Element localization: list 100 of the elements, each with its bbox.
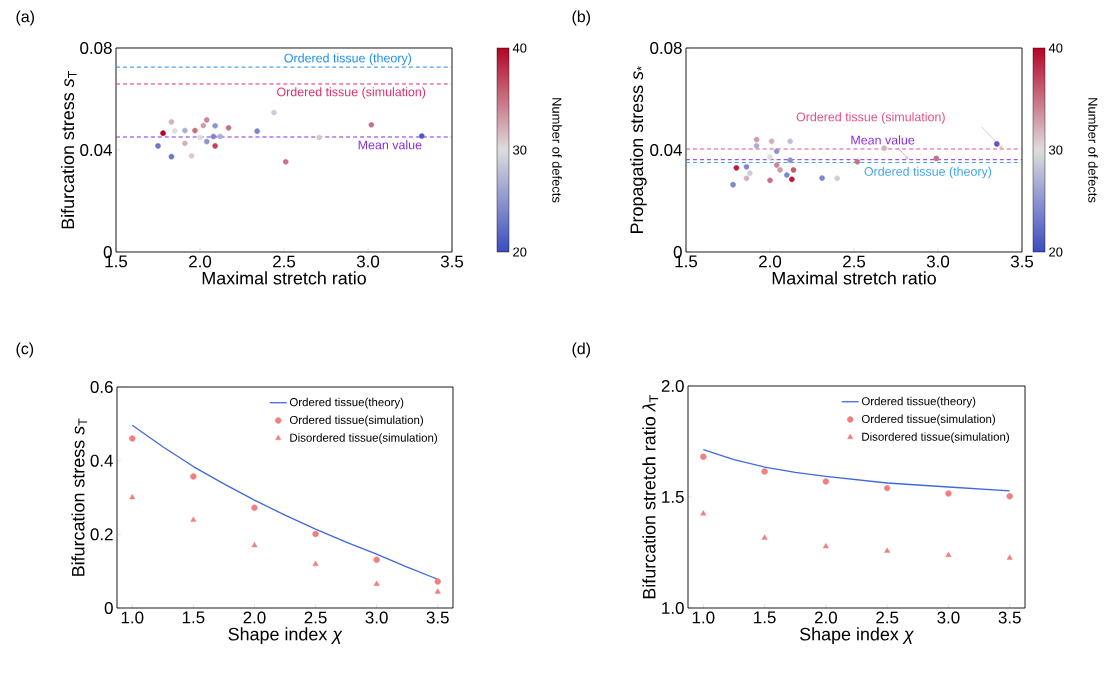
- y-axis-title: Bifurcation stress s$_{T}$: [71, 418, 88, 576]
- point: [434, 588, 441, 594]
- x-tick-label: 3.5: [998, 611, 1021, 624]
- point: [789, 176, 795, 183]
- color-bar-title: Number of defects: [1088, 98, 1098, 203]
- x-tick-label: 1.5: [754, 611, 776, 624]
- point: [883, 484, 891, 492]
- ref-line-label: Ordered tissue (simulation): [796, 112, 945, 124]
- ref-line-label: Ordered tissue (simulation): [277, 87, 426, 99]
- point: [881, 145, 888, 151]
- point: [373, 580, 380, 586]
- y-tick-label: 1.5: [662, 491, 684, 503]
- point: [168, 119, 175, 125]
- x-tick-label: 2.0: [243, 611, 266, 624]
- point: [212, 122, 218, 129]
- point: [192, 127, 198, 134]
- point: [945, 490, 952, 497]
- point: [160, 130, 166, 136]
- legend-label: Ordered tissue(simulation): [861, 414, 995, 426]
- color-bar-label: 40: [512, 43, 527, 53]
- x-axis-title: Maximal stretch ratio: [772, 271, 936, 285]
- chart-title: (c): [16, 342, 34, 358]
- ref-line-label: Mean value: [358, 140, 422, 150]
- point: [188, 153, 195, 159]
- y-tick-label: 0.08: [650, 42, 682, 54]
- point: [418, 133, 425, 139]
- y-axis-title: Bifurcation stretch ratio λ$_{T}$: [642, 395, 659, 599]
- x-tick-label: 3.0: [356, 255, 380, 268]
- x-tick-label: 2.0: [814, 611, 837, 624]
- y-tick-label: 1.0: [662, 602, 684, 614]
- x-axis-title: Shape index χ: [228, 627, 343, 645]
- chart-title: (a): [16, 10, 34, 26]
- legend-label: Disordered tissue(simulation): [290, 433, 437, 445]
- point: [312, 530, 319, 538]
- point: [753, 136, 760, 143]
- point: [190, 473, 197, 480]
- x-tick-label: 2.0: [189, 255, 212, 268]
- point: [182, 127, 188, 134]
- x-tick-label: 3.5: [1010, 255, 1034, 268]
- color-bar-label: 30: [1049, 145, 1063, 155]
- point: [854, 158, 861, 165]
- ref-line-label: Mean value: [851, 135, 915, 145]
- point: [743, 175, 750, 182]
- point: [773, 162, 780, 168]
- point: [225, 125, 232, 131]
- y-tick-label: 0.2: [90, 528, 113, 541]
- x-tick-label: 3.0: [926, 255, 950, 268]
- point: [819, 175, 825, 181]
- x-tick-label: 2.5: [304, 611, 327, 624]
- point: [312, 560, 319, 566]
- point: [190, 516, 197, 522]
- legend-label: Ordered tissue(theory): [289, 397, 404, 409]
- y-tick-label: 0.6: [90, 381, 113, 393]
- legend-label: Ordered tissue(theory): [861, 396, 976, 408]
- x-tick-label: 3.5: [426, 611, 449, 624]
- color-bar-title: Number of defects: [552, 98, 562, 203]
- point: [884, 547, 891, 553]
- point: [761, 534, 768, 540]
- y-tick-label: 0.04: [650, 144, 682, 156]
- point: [197, 134, 203, 141]
- point: [251, 504, 258, 511]
- point: [768, 138, 775, 145]
- point: [743, 164, 750, 170]
- y-tick-label: 0.4: [90, 454, 113, 467]
- legend-label: Disordered tissue(simulation): [862, 432, 1009, 444]
- point: [790, 167, 797, 173]
- point: [316, 134, 323, 141]
- point: [373, 556, 380, 563]
- point: [822, 478, 830, 485]
- point: [200, 122, 207, 129]
- point: [730, 181, 736, 188]
- chart-title: (b): [572, 10, 591, 26]
- point: [773, 148, 780, 155]
- x-tick-label: 3.5: [440, 255, 464, 268]
- point: [747, 170, 753, 176]
- y-tick-label: 0.04: [80, 144, 112, 156]
- point: [210, 133, 217, 140]
- legend-label: Ordered tissue(simulation): [289, 415, 423, 427]
- point: [172, 128, 178, 134]
- point: [1006, 554, 1013, 560]
- point: [1006, 493, 1013, 500]
- color-bar-label: 40: [1048, 43, 1063, 53]
- x-tick-label: 2.0: [759, 255, 782, 268]
- point: [733, 165, 740, 171]
- point: [933, 155, 940, 162]
- x-tick-label: 2.5: [273, 255, 296, 268]
- point: [212, 143, 218, 149]
- x-tick-label: 3.0: [365, 611, 388, 624]
- point: [434, 578, 441, 585]
- x-tick-label: 3.0: [937, 611, 960, 624]
- point: [945, 551, 952, 557]
- y-axis-title: Propagation stress s$_{*}$: [629, 66, 647, 233]
- point: [834, 175, 840, 182]
- point: [217, 133, 223, 140]
- point: [767, 177, 773, 184]
- ref-line-label: Ordered tissue (theory): [864, 166, 992, 179]
- chart-title: (d): [572, 342, 591, 358]
- point: [254, 128, 260, 134]
- point: [271, 109, 277, 116]
- x-axis-title: Shape index χ: [799, 627, 914, 645]
